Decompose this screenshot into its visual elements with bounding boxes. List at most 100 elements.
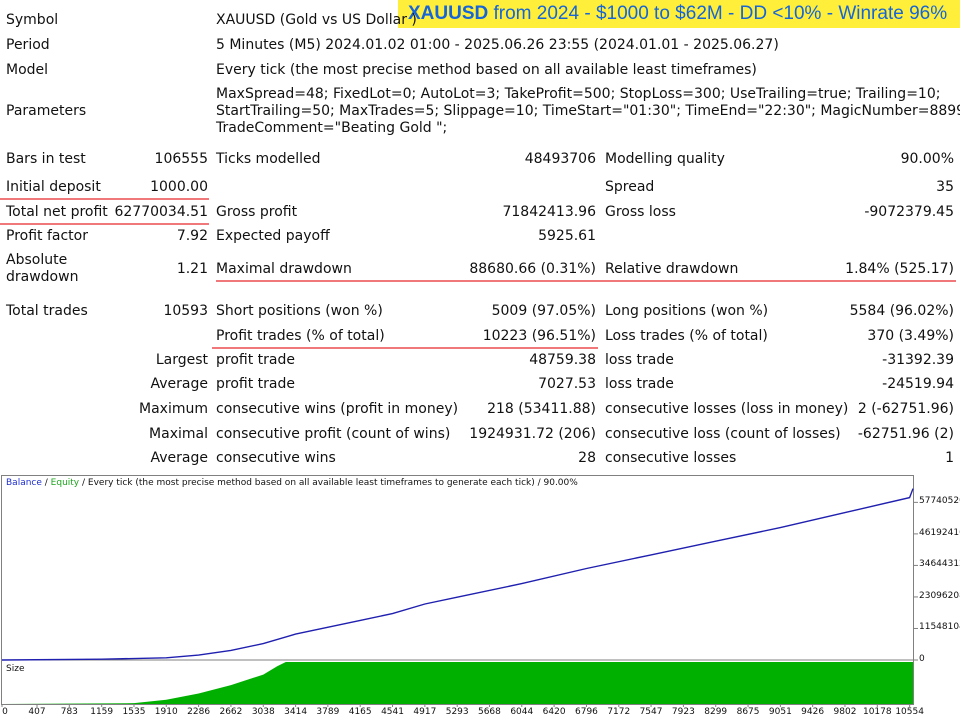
avg-wins-label: consecutive wins	[216, 450, 336, 466]
average-profit-label: profit trade	[216, 376, 295, 392]
x-tick-label: 5668	[477, 707, 501, 717]
x-tick-label: 1910	[154, 707, 178, 717]
balance-chart: Balance / Equity / Every tick (the most …	[0, 474, 960, 720]
legend-separator: /	[41, 478, 51, 488]
profit-trades-label: Profit trades (% of total)	[216, 328, 385, 344]
largest-label: Largest	[155, 352, 208, 368]
size-series	[2, 662, 913, 704]
model-value: Every tick (the most precise method base…	[216, 62, 757, 78]
spread-value: 35	[936, 179, 954, 195]
balance-series	[1, 488, 914, 661]
maximal-loss-label: consecutive loss (count of losses)	[605, 426, 841, 442]
short-value: 5009 (97.05%)	[491, 303, 596, 319]
x-tick-label: 7923	[671, 707, 695, 717]
average-loss-value: -24519.94	[882, 376, 954, 392]
deposit-label: Initial deposit	[6, 179, 101, 195]
x-tick-label: 2662	[219, 707, 243, 717]
grossloss-value: -9072379.45	[864, 204, 954, 220]
period-label: Period	[6, 37, 50, 53]
parameters-line-2: StartTrailing=50; MaxTrades=5; Slippage=…	[216, 103, 960, 119]
x-tick-label: 2286	[187, 707, 211, 717]
x-tick-label: 4917	[413, 707, 437, 717]
x-tick-label: 5293	[445, 707, 469, 717]
promo-banner: XAUUSD from 2024 - $1000 to $62M - DD <1…	[398, 0, 960, 28]
pf-label: Profit factor	[6, 228, 88, 244]
ticks-label: Ticks modelled	[216, 151, 321, 167]
largest-loss-value: -31392.39	[882, 352, 954, 368]
balance-line	[1, 488, 914, 661]
bars-label: Bars in test	[6, 151, 86, 167]
y-tick-label: 0	[919, 654, 925, 664]
x-tick-label: 9051	[768, 707, 792, 717]
average-loss-label: loss trade	[605, 376, 674, 392]
ticks-value: 48493706	[524, 151, 596, 167]
backtest-report: XAUUSD from 2024 - $1000 to $62M - DD <1…	[0, 0, 960, 466]
balance-chart-svg	[1, 475, 918, 707]
x-tick-label: 1535	[122, 707, 146, 717]
parameters-line-3: TradeComment="Beating Gold ";	[216, 120, 448, 136]
spread-label: Spread	[605, 179, 655, 195]
absdd-label-1: Absolute	[6, 252, 68, 268]
maximal-profit-value: 1924931.72 (206)	[469, 426, 596, 442]
x-tick-label: 1159	[90, 707, 114, 717]
y-tick-label: 11548104	[919, 622, 960, 633]
size-area	[2, 662, 913, 704]
parameters-line-1: MaxSpread=48; FixedLot=0; AutoLot=3; Tak…	[216, 86, 941, 102]
grossloss-label: Gross loss	[605, 204, 676, 220]
reldd-label: Relative drawdown	[605, 261, 739, 277]
chart-legend: Balance / Equity / Every tick (the most …	[6, 477, 578, 489]
x-tick-label: 6044	[510, 707, 534, 717]
model-label: Model	[6, 62, 49, 78]
x-tick-label: 9802	[833, 707, 857, 717]
x-tick-label: 3038	[251, 707, 275, 717]
legend-balance: Balance	[6, 478, 42, 488]
loss-trades-label: Loss trades (% of total)	[605, 328, 768, 344]
legend-equity: Equity	[50, 478, 80, 488]
maxdd-value: 88680.66 (0.31%)	[469, 261, 596, 277]
quality-label: Modelling quality	[605, 151, 725, 167]
grossprofit-label: Gross profit	[216, 204, 298, 220]
netprofit-label: Total net profit	[6, 204, 108, 220]
quality-value: 90.00%	[900, 151, 954, 167]
x-tick-label: 3414	[284, 707, 308, 717]
profit-trades-underline	[212, 347, 598, 349]
grossprofit-value: 71842413.96	[502, 204, 596, 220]
x-tick-label: 0	[2, 707, 8, 717]
symbol-value: XAUUSD (Gold vs US Dollar )	[216, 12, 417, 28]
netprofit-value: 62770034.51	[114, 204, 208, 220]
x-tick-label: 9426	[801, 707, 825, 717]
x-tick-label: 7547	[639, 707, 663, 717]
x-tick-label: 10178	[862, 707, 892, 717]
avg-consecutive-label: Average	[150, 450, 209, 466]
maximal-profit-label: consecutive profit (count of wins)	[216, 426, 451, 442]
max-wins-label: consecutive wins (profit in money)	[216, 401, 459, 417]
x-tick-label: 7172	[607, 707, 631, 717]
profit-trades-value: 10223 (96.51%)	[482, 328, 596, 344]
maximum-label: Maximum	[139, 401, 208, 417]
period-value: 5 Minutes (M5) 2024.01.02 01:00 - 2025.0…	[216, 37, 779, 53]
reldd-value: 1.84% (525.17)	[845, 261, 954, 277]
x-tick-label: 3789	[316, 707, 340, 717]
bars-value: 106555	[154, 151, 208, 167]
x-tick-label: 783	[60, 707, 78, 717]
largest-profit-label: profit trade	[216, 352, 295, 368]
largest-loss-label: loss trade	[605, 352, 674, 368]
short-label: Short positions (won %)	[216, 303, 383, 319]
axis-ticks	[1, 704, 911, 707]
average-profit-value: 7027.53	[538, 376, 596, 392]
trades-value: 10593	[163, 303, 208, 319]
max-losses-label: consecutive losses (loss in money)	[605, 401, 849, 417]
x-tick-label: 4165	[348, 707, 372, 717]
banner-symbol: XAUUSD	[408, 3, 489, 24]
parameters-label: Parameters	[6, 103, 87, 119]
deposit-value: 1000.00	[150, 179, 208, 195]
long-label: Long positions (won %)	[605, 303, 769, 319]
maximal-loss-value: -62751.96 (2)	[857, 426, 954, 442]
payoff-label: Expected payoff	[216, 228, 330, 244]
x-tick-label: 4541	[381, 707, 404, 717]
max-losses-value: 2 (-62751.96)	[857, 401, 954, 417]
loss-trades-value: 370 (3.49%)	[867, 328, 954, 344]
payoff-value: 5925.61	[538, 228, 596, 244]
banner-text: from 2024 - $1000 to $62M - DD <10% - Wi…	[488, 3, 948, 24]
